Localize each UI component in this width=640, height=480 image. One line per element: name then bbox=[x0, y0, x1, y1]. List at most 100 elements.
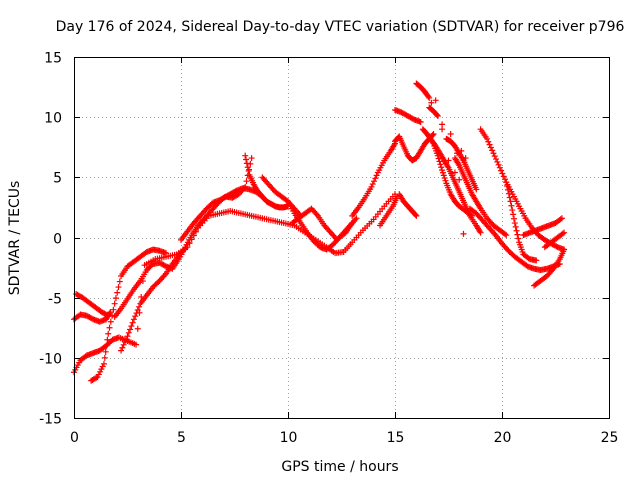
data-point bbox=[412, 211, 419, 218]
data-point bbox=[112, 295, 119, 302]
data-point bbox=[498, 167, 505, 174]
data-point bbox=[491, 153, 498, 160]
data-point bbox=[451, 169, 458, 176]
data-point bbox=[494, 158, 501, 165]
data-point bbox=[467, 211, 474, 218]
data-point bbox=[487, 144, 494, 151]
data-point bbox=[512, 223, 519, 230]
data-point bbox=[513, 227, 520, 234]
series-arc-28 bbox=[541, 229, 568, 251]
series-arc-8 bbox=[242, 152, 291, 211]
data-point bbox=[98, 366, 105, 373]
data-point bbox=[243, 160, 250, 167]
data-point bbox=[439, 167, 446, 174]
data-point bbox=[93, 374, 100, 381]
data-point bbox=[129, 319, 136, 326]
data-points bbox=[71, 80, 568, 384]
data-point bbox=[371, 178, 378, 185]
data-point bbox=[432, 97, 439, 104]
data-point bbox=[434, 152, 441, 159]
data-point bbox=[105, 330, 112, 337]
data-point bbox=[111, 300, 118, 307]
data-point bbox=[134, 306, 141, 313]
series-scattered bbox=[428, 97, 469, 237]
data-point bbox=[107, 318, 114, 325]
data-point bbox=[128, 323, 135, 330]
data-point bbox=[442, 177, 449, 184]
data-point bbox=[469, 212, 476, 219]
series-arc-9 bbox=[259, 174, 304, 219]
data-point bbox=[372, 175, 379, 182]
data-point bbox=[373, 172, 380, 179]
data-point bbox=[495, 161, 502, 168]
series-arc-26 bbox=[520, 215, 565, 239]
data-point bbox=[511, 220, 518, 227]
data-point bbox=[515, 235, 522, 242]
data-point bbox=[503, 232, 510, 239]
data-point bbox=[368, 183, 375, 190]
data-point bbox=[510, 211, 517, 218]
series-arc-5 bbox=[111, 185, 266, 320]
data-point bbox=[353, 215, 360, 222]
data-point bbox=[124, 333, 131, 340]
data-point bbox=[97, 368, 104, 375]
data-point bbox=[104, 336, 111, 343]
data-point bbox=[133, 341, 140, 348]
x-tick-label: 15 bbox=[387, 430, 405, 446]
data-point bbox=[499, 170, 506, 177]
data-point bbox=[242, 152, 249, 159]
data-point bbox=[132, 313, 139, 320]
data-point bbox=[433, 112, 440, 119]
data-point bbox=[106, 324, 113, 331]
x-tick-label: 5 bbox=[177, 430, 186, 446]
data-point bbox=[501, 231, 508, 238]
data-point bbox=[244, 164, 251, 171]
data-point bbox=[438, 164, 445, 171]
data-point bbox=[127, 326, 134, 333]
data-point bbox=[133, 310, 140, 317]
data-point bbox=[369, 181, 376, 188]
y-axis-label: SDTVAR / TECUs bbox=[7, 181, 23, 296]
data-point bbox=[557, 216, 564, 223]
chart-title: Day 176 of 2024, Sidereal Day-to-day VTE… bbox=[56, 19, 625, 35]
data-point bbox=[533, 257, 540, 264]
series-arc-14 bbox=[396, 191, 420, 219]
data-point bbox=[428, 99, 435, 106]
data-point bbox=[94, 374, 101, 381]
data-point bbox=[101, 354, 108, 361]
data-point bbox=[460, 230, 467, 237]
data-point bbox=[114, 289, 121, 296]
axis-ticks bbox=[74, 57, 610, 419]
y-tick-label: -10 bbox=[39, 352, 62, 368]
data-point bbox=[559, 230, 566, 237]
data-point bbox=[243, 178, 250, 185]
series-arc-27 bbox=[531, 246, 568, 289]
data-point bbox=[514, 231, 521, 238]
data-point bbox=[136, 303, 143, 310]
data-point bbox=[102, 348, 109, 355]
data-point bbox=[123, 336, 130, 343]
series-arc-23 bbox=[466, 205, 563, 273]
data-point bbox=[100, 360, 107, 367]
data-point bbox=[456, 176, 463, 183]
data-point bbox=[440, 172, 447, 179]
data-point bbox=[121, 338, 128, 345]
data-point bbox=[430, 131, 437, 138]
data-point bbox=[454, 150, 461, 157]
data-point bbox=[462, 155, 469, 162]
series-arc-18 bbox=[426, 104, 441, 119]
series-arc-11 bbox=[289, 205, 360, 243]
data-point bbox=[558, 215, 565, 222]
data-point bbox=[116, 278, 123, 285]
data-point bbox=[434, 112, 441, 119]
y-tick-label: 10 bbox=[44, 111, 62, 127]
data-point bbox=[125, 329, 132, 336]
data-point bbox=[103, 342, 110, 349]
data-point bbox=[500, 173, 507, 180]
data-point bbox=[507, 198, 514, 205]
data-point bbox=[504, 182, 511, 189]
data-point bbox=[95, 371, 102, 378]
x-tick-label: 25 bbox=[601, 430, 619, 446]
data-point bbox=[242, 183, 249, 190]
series-arc-22 bbox=[451, 155, 510, 239]
